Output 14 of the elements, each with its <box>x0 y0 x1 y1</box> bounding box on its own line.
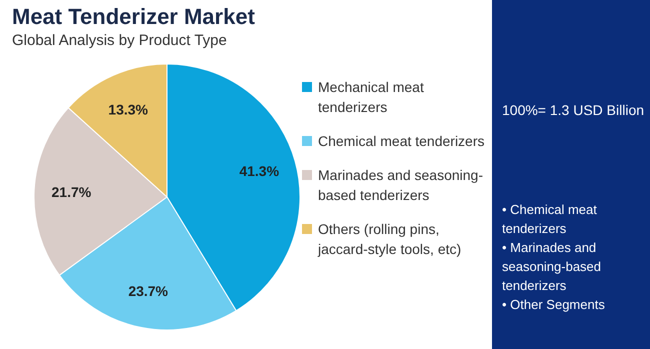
chart-title: Meat Tenderizer Market <box>12 4 255 30</box>
legend-label: Marinades and seasoning-based tenderizers <box>318 166 484 204</box>
legend-label: Chemical meat tenderizers <box>318 132 485 150</box>
data-label: 41.3% <box>239 163 280 180</box>
legend-label: Mechanical meat tenderizers <box>318 78 425 116</box>
data-label: 21.7% <box>52 184 92 200</box>
text: 100%= 1.3 USD Billion <box>502 102 644 118</box>
text: • Marinades and seasoning-based tenderizers <box>502 239 602 295</box>
data-label: 13.3% <box>108 101 149 118</box>
text: • Chemical meat tenderizers <box>502 201 598 238</box>
data-label: 23.7% <box>128 282 169 299</box>
legend-label: Others (rolling pins, jaccard-style tools, etc) <box>318 220 462 258</box>
chart-subtitle: Global Analysis by Product Type <box>12 32 227 49</box>
text: • Other Segments <box>502 296 606 314</box>
